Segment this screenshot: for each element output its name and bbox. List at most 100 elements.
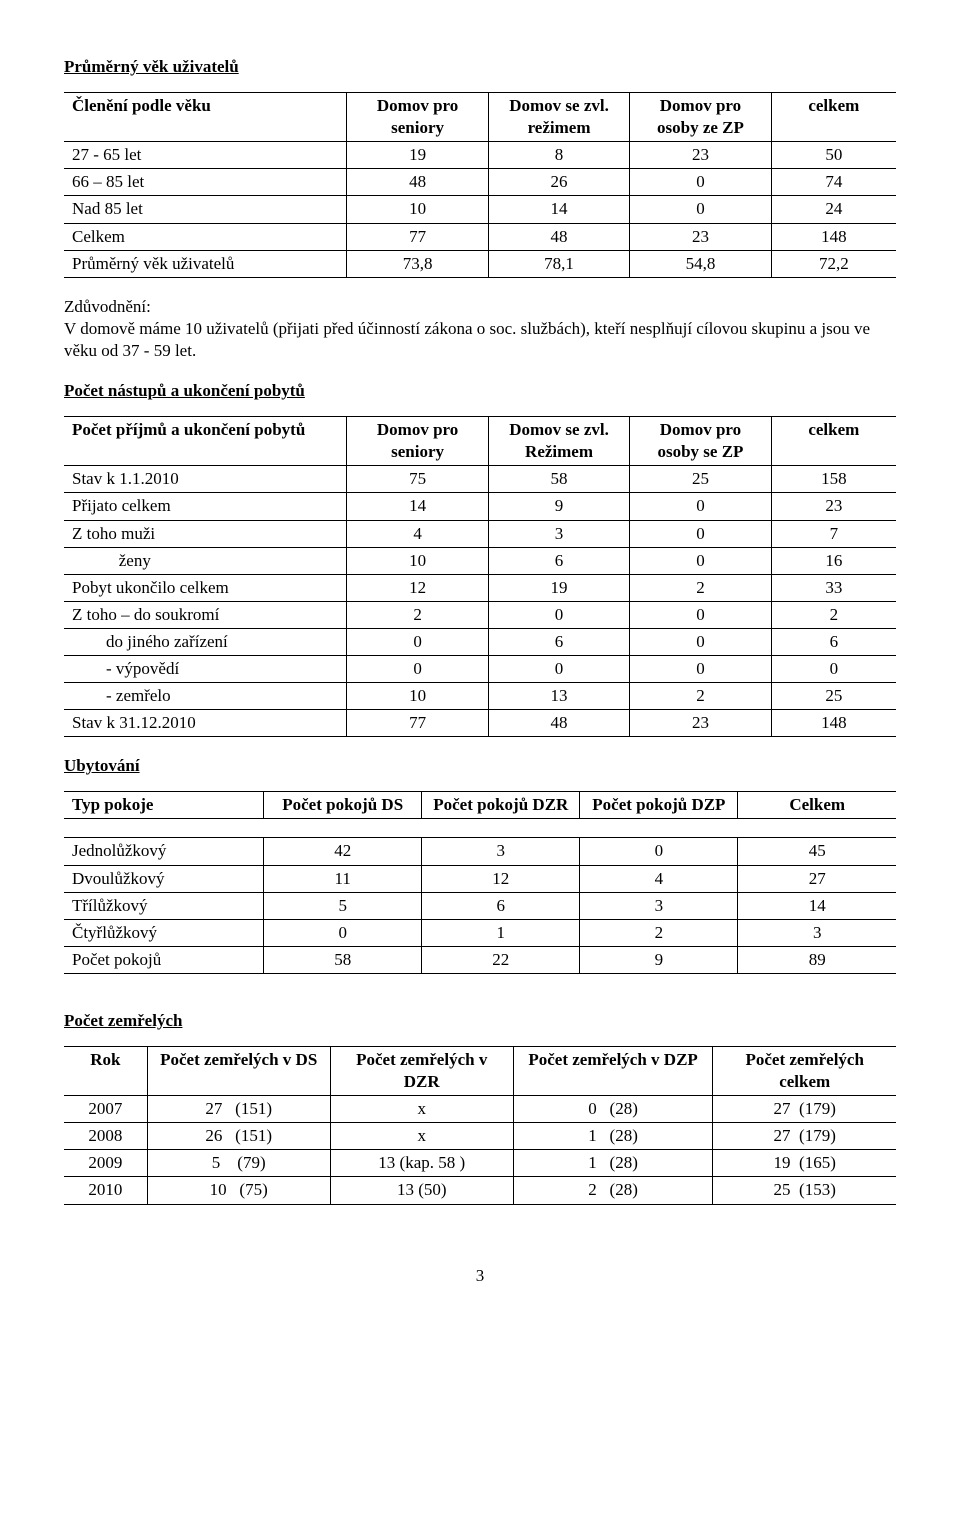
cell: Počet pokojů [64, 946, 264, 973]
cell: 2010 [64, 1177, 147, 1204]
cell: 19 (165) [713, 1150, 896, 1177]
cell: 23 [630, 223, 771, 250]
cell: 23 [771, 493, 896, 520]
cell: 77 [347, 223, 488, 250]
col-header: Domov pro osoby se ZP [630, 417, 771, 466]
heading-accommodation: Ubytování [64, 755, 896, 777]
cell: 7 [771, 520, 896, 547]
table-row: 2008 26 (151) x 1 (28) 27 (179) [64, 1123, 896, 1150]
table-row: ženy 10 6 0 16 [64, 547, 896, 574]
col-header: Počet pokojů DZR [422, 792, 580, 819]
cell: 89 [738, 946, 896, 973]
cell: 148 [771, 710, 896, 737]
cell: 11 [264, 865, 422, 892]
cell: 2 [630, 574, 771, 601]
table-row: Z toho muži 4 3 0 7 [64, 520, 896, 547]
cell: - zemřelo [64, 683, 347, 710]
table-row: Nad 85 let 10 14 0 24 [64, 196, 896, 223]
cell: 48 [488, 223, 629, 250]
cell: 13 [488, 683, 629, 710]
cell: Dvoulůžkový [64, 865, 264, 892]
table-row: Stav k 1.1.2010 75 58 25 158 [64, 466, 896, 493]
cell: 2 [771, 601, 896, 628]
cell: 25 [771, 683, 896, 710]
col-header: Domov se zvl. režimem [488, 93, 629, 142]
col-header: Počet pokojů DZP [580, 792, 738, 819]
cell: 5 (79) [147, 1150, 330, 1177]
cell: 48 [347, 169, 488, 196]
cell: 26 [488, 169, 629, 196]
cell: 14 [738, 892, 896, 919]
table-row: do jiného zařízení 0 6 0 6 [64, 628, 896, 655]
cell: 73,8 [347, 250, 488, 277]
cell: 2009 [64, 1150, 147, 1177]
cell: Nad 85 let [64, 196, 347, 223]
table-admissions: Počet příjmů a ukončení pobytů Domov pro… [64, 416, 896, 737]
table-header-row: Rok Počet zemřelých v DS Počet zemřelých… [64, 1047, 896, 1096]
col-header: Domov pro seniory [347, 417, 488, 466]
cell: 72,2 [771, 250, 896, 277]
cell: x [330, 1123, 513, 1150]
cell: 10 [347, 683, 488, 710]
cell: 19 [488, 574, 629, 601]
cell: 9 [580, 946, 738, 973]
table-accommodation: Typ pokoje Počet pokojů DS Počet pokojů … [64, 791, 896, 974]
cell: 158 [771, 466, 896, 493]
table-row: Přijato celkem 14 9 0 23 [64, 493, 896, 520]
col-header: Počet pokojů DS [264, 792, 422, 819]
table-row: Celkem 77 48 23 148 [64, 223, 896, 250]
table-row: 66 – 85 let 48 26 0 74 [64, 169, 896, 196]
cell: 25 (153) [713, 1177, 896, 1204]
cell: 10 [347, 547, 488, 574]
heading-deaths: Počet zemřelých [64, 1010, 896, 1032]
table-row: Stav k 31.12.2010 77 48 23 148 [64, 710, 896, 737]
cell: Jednolůžkový [64, 838, 264, 865]
cell: 58 [488, 466, 629, 493]
cell: Stav k 1.1.2010 [64, 466, 347, 493]
cell: 12 [347, 574, 488, 601]
cell: Třílůžkový [64, 892, 264, 919]
cell: 9 [488, 493, 629, 520]
col-header: celkem [771, 417, 896, 466]
table-row: Pobyt ukončilo celkem 12 19 2 33 [64, 574, 896, 601]
cell: 77 [347, 710, 488, 737]
cell: 14 [488, 196, 629, 223]
cell: 0 [630, 520, 771, 547]
cell: 0 [347, 655, 488, 682]
cell: do jiného zařízení [64, 628, 347, 655]
cell: 0 [630, 196, 771, 223]
cell: Pobyt ukončilo celkem [64, 574, 347, 601]
cell: 74 [771, 169, 896, 196]
cell: 13 (50) [330, 1177, 513, 1204]
cell: Průměrný věk uživatelů [64, 250, 347, 277]
table-row: 2010 10 (75) 13 (50) 2 (28) 25 (153) [64, 1177, 896, 1204]
cell: 0 (28) [513, 1096, 713, 1123]
cell: 27 - 65 let [64, 142, 347, 169]
cell: 5 [264, 892, 422, 919]
cell: 12 [422, 865, 580, 892]
col-header: Počet zemřelých v DS [147, 1047, 330, 1096]
cell: 27 (151) [147, 1096, 330, 1123]
table-row: 27 - 65 let 19 8 23 50 [64, 142, 896, 169]
col-header: Celkem [738, 792, 896, 819]
cell: 4 [347, 520, 488, 547]
heading-average-age: Průměrný věk uživatelů [64, 56, 896, 78]
cell: 2 [347, 601, 488, 628]
table-deaths: Rok Počet zemřelých v DS Počet zemřelých… [64, 1046, 896, 1205]
cell: 4 [580, 865, 738, 892]
col-header: Rok [64, 1047, 147, 1096]
cell: 3 [422, 838, 580, 865]
table-row: Počet pokojů 58 22 9 89 [64, 946, 896, 973]
col-header: Počet zemřelých v DZP [513, 1047, 713, 1096]
table-age-breakdown: Členění podle věku Domov pro seniory Dom… [64, 92, 896, 278]
cell: 75 [347, 466, 488, 493]
table-header-row: Členění podle věku Domov pro seniory Dom… [64, 93, 896, 142]
table-row: - výpovědí 0 0 0 0 [64, 655, 896, 682]
table-row: Z toho – do soukromí 2 0 0 2 [64, 601, 896, 628]
cell: 0 [630, 601, 771, 628]
col-header: Domov pro osoby ze ZP [630, 93, 771, 142]
col-header: Počet zemřelých celkem [713, 1047, 896, 1096]
table-row: Jednolůžkový 42 3 0 45 [64, 838, 896, 865]
cell: 2008 [64, 1123, 147, 1150]
col-header: Počet zemřelých v DZR [330, 1047, 513, 1096]
